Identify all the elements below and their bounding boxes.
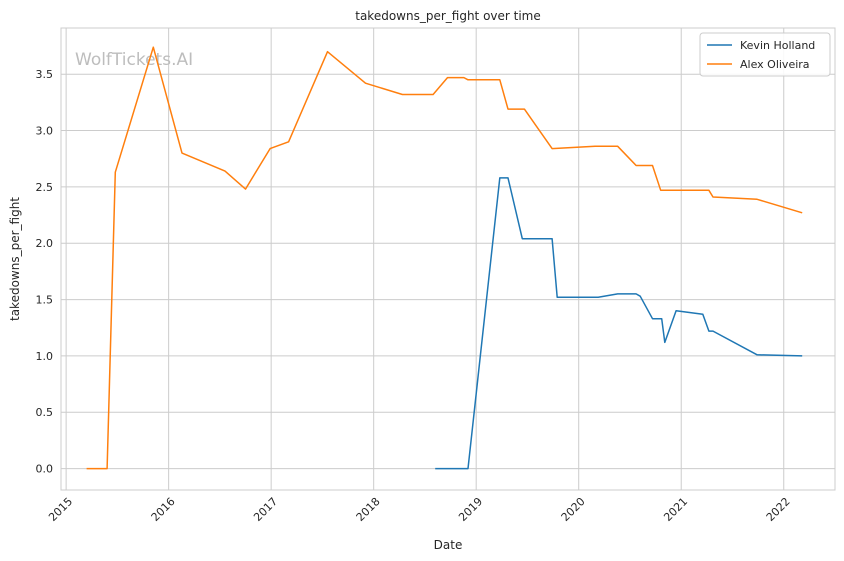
- y-axis-ticks: 0.0 0.5 1.0 1.5 2.0 2.5 3.0 3.5: [36, 68, 54, 475]
- legend-box: [699, 32, 831, 77]
- legend: Kevin Holland Alex Oliveira: [699, 32, 831, 77]
- plot-frame: [60, 27, 836, 491]
- y-tick-label: 0.0: [36, 463, 54, 476]
- y-tick-label: 1.5: [36, 294, 54, 307]
- x-axis-label: Date: [434, 538, 463, 552]
- series-layer: [86, 46, 803, 470]
- y-axis-label: takedowns_per_fight: [8, 197, 22, 321]
- watermark: WolfTickets.AI: [75, 50, 193, 70]
- y-tick-label: 2.5: [36, 181, 54, 194]
- chart-title: takedowns_per_fight over time: [355, 9, 541, 23]
- grid: [61, 28, 835, 490]
- series-line-kevin-holland: [435, 177, 803, 470]
- y-tick-label: 3.0: [36, 125, 54, 138]
- y-tick-label: 3.5: [36, 68, 54, 81]
- y-tick-label: 2.0: [36, 237, 54, 250]
- y-tick-label: 1.0: [36, 350, 54, 363]
- legend-label-alex-oliveira: Alex Oliveira: [740, 58, 810, 71]
- y-tick-label: 0.5: [36, 406, 54, 419]
- series-line-alex-oliveira: [86, 46, 803, 470]
- legend-label-kevin-holland: Kevin Holland: [740, 39, 815, 52]
- plot-area: [61, 28, 835, 490]
